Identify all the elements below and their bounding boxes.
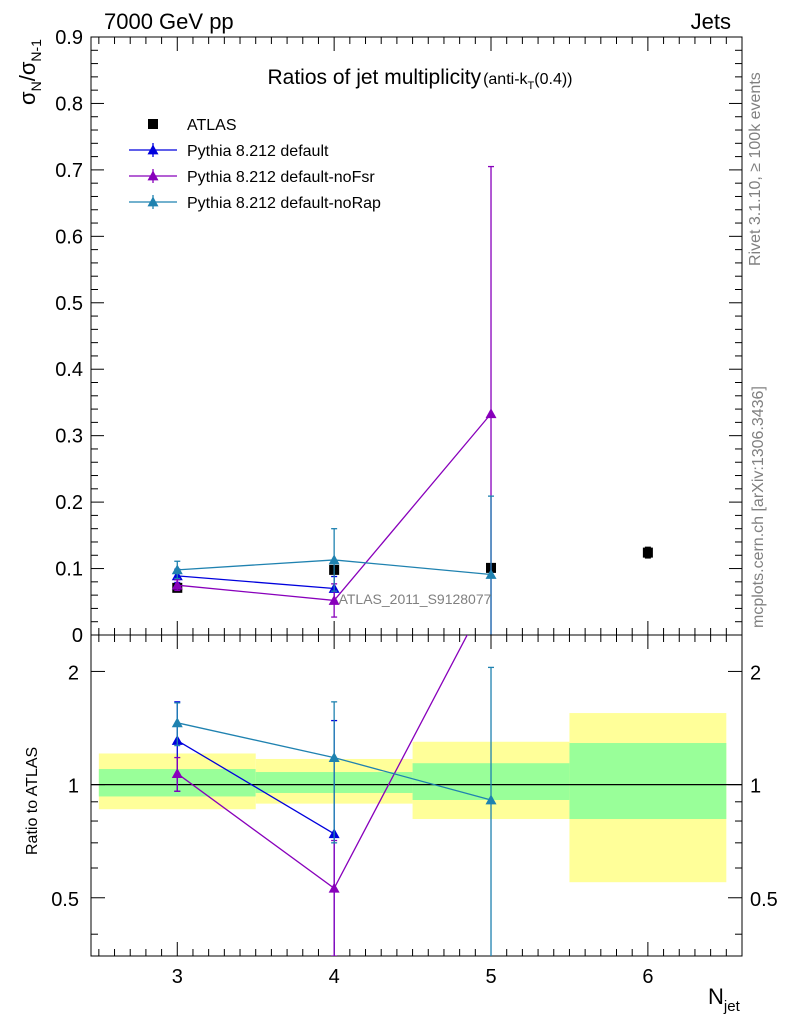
analysis-watermark: ATLAS_2011_S9128077 [339,591,492,607]
ratio-y-tick-label-right: 0.5 [750,889,778,911]
header-right: Jets [691,9,731,34]
main-y-tick-label: 0.8 [55,93,83,115]
legend-entry: Pythia 8.212 default [129,143,329,160]
main-y-tick-label: 0 [72,625,83,647]
x-tick-label: 4 [329,966,340,988]
legend-label: Pythia 8.212 default-noRap [187,195,381,212]
data-point-triangle [485,408,497,419]
chart-title: Ratios of jet multiplicity (anti-kT(0.4)) [268,66,573,92]
legend-entry: ATLAS [148,117,237,134]
main-series-layer [171,165,653,635]
legend-marker-triangle [147,144,159,155]
ratio-data-point [328,882,340,893]
data-point-triangle [328,594,340,605]
main-y-tick-label: 0.7 [55,160,83,182]
chart-title-main: Ratios of jet multiplicity [268,66,482,89]
legend-marker-triangle [147,170,159,181]
legend-label: Pythia 8.212 default-noFsr [187,169,375,186]
legend-marker-triangle [147,196,159,207]
main-y-tick-label: 0.6 [55,226,83,248]
x-tick-label: 5 [485,966,496,988]
data-point-square [642,547,653,558]
ratio-frame [90,634,743,957]
main-y-axis-label: σN/σN-1 [15,39,44,105]
main-axis-ticks: 0 0.1 0.2 0.3 0.4 0.5 0.6 0.7 0.8 0.9 [55,27,742,647]
ratio-data-point [171,768,183,778]
ratio-data-point [171,717,183,728]
chart-title-suffix: (anti-kT(0.4)) [483,71,572,92]
main-y-tick-label: 0.5 [55,293,83,315]
ratio-series-layer [171,635,497,956]
band-inner [569,743,727,820]
legend-entry: Pythia 8.212 default-noFsr [129,169,375,186]
x-tick-label: 6 [642,966,653,988]
data-point-triangle [485,569,497,579]
legend-entry: Pythia 8.212 default-noRap [129,195,381,212]
ratio-data-point [328,752,340,762]
ratio-y-tick-label-right: 1 [750,776,761,798]
ratio-series-1 [171,635,468,956]
ratio-plot-area [90,634,743,957]
ratio-y-tick-label-right: 2 [750,662,761,684]
legend-label: ATLAS [187,117,237,134]
mcplots-label: mcplots.cern.ch [arXiv:1306.3436] [750,386,767,628]
ratio-series-2 [171,666,497,956]
ratio-y-tick-label-left: 1 [68,776,79,798]
main-y-tick-label: 0.2 [55,492,83,514]
rivet-version-label: Rivet 3.1.10, ≥ 100k events [747,72,764,266]
x-tick-label: 3 [172,966,183,988]
ratio-series-line [176,739,335,835]
main-series-3 [171,495,497,635]
legend-label: Pythia 8.212 default [187,143,329,160]
main-y-tick-label: 0.1 [55,559,83,581]
main-frame [90,36,743,636]
main-y-tick-label: 0.9 [55,27,83,49]
x-axis-label: Njet [708,984,741,1015]
legend-marker-square [148,119,158,129]
main-y-tick-label: 0.4 [55,359,83,381]
header-left: 7000 GeV pp [104,9,234,34]
ratio-y-tick-label-left: 0.5 [51,889,79,911]
main-y-tick-label: 0.3 [55,426,83,448]
data-point-triangle [328,554,340,565]
data-point-triangle [171,564,183,575]
data-point-triangle [171,579,183,590]
legend: ATLAS Pythia 8.212 default Pythia 8.212 de… [129,117,381,212]
ratio-y-axis-label: Ratio to ATLAS [24,747,41,855]
main-series-line [177,575,335,590]
main-plot-area [90,36,743,636]
ratio-y-tick-label-left: 2 [68,662,79,684]
ratio-data-point [485,794,497,805]
ratio-axis-ticks: 0.5 0.5 1 1 2 2 3 4 5 6 [51,635,778,988]
